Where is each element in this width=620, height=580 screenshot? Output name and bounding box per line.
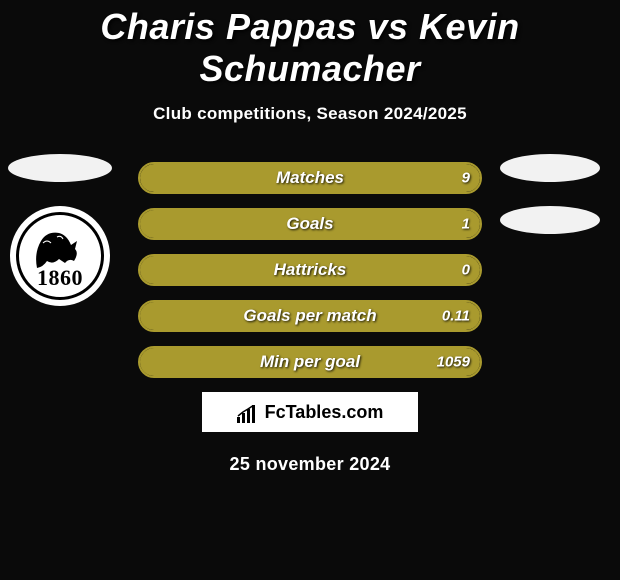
stat-bar-value-right: 1059 xyxy=(437,354,470,371)
stat-bar-fill-left xyxy=(140,164,160,192)
stat-bar-label: Goals xyxy=(286,214,333,234)
club-badge-inner: 1860 xyxy=(16,212,104,300)
bar-chart-icon xyxy=(237,405,259,423)
left-player-column: 1860 xyxy=(8,154,112,306)
stat-bar: Matches 9 xyxy=(138,162,482,194)
stat-bar-label: Matches xyxy=(276,168,344,188)
stat-bar: Hattricks 0 xyxy=(138,254,482,286)
stat-bar-label: Min per goal xyxy=(260,352,360,372)
stat-bar-fill-left xyxy=(140,348,150,376)
date-text: 25 november 2024 xyxy=(0,454,620,475)
stat-bar-label: Hattricks xyxy=(274,260,347,280)
stat-bar-value-right: 1 xyxy=(462,216,470,233)
stat-bar-fill-left xyxy=(140,302,150,330)
stat-bars: Matches 9 Goals 1 Hattricks 0 Goals per match 0… xyxy=(138,162,482,378)
stat-bar: Goals 1 xyxy=(138,208,482,240)
player-avatar-placeholder-right-2 xyxy=(500,206,600,234)
player-avatar-placeholder-left xyxy=(8,154,112,182)
brand-box: FcTables.com xyxy=(202,392,418,432)
stat-bar-value-right: 0.11 xyxy=(442,308,470,325)
stats-block: 1860 Matches 9 Goals 1 Hattricks 0 Goals per m… xyxy=(0,162,620,378)
stat-bar-value-right: 0 xyxy=(462,262,470,279)
stat-bar-value-right: 9 xyxy=(462,170,470,187)
player-avatar-placeholder-right-1 xyxy=(500,154,600,182)
stat-bar-label: Goals per match xyxy=(243,306,376,326)
lion-icon xyxy=(29,223,89,273)
stat-bar: Goals per match 0.11 xyxy=(138,300,482,332)
comparison-card: Charis Pappas vs Kevin Schumacher Club c… xyxy=(0,0,620,475)
stat-bar-fill-left xyxy=(140,256,150,284)
stat-bar-fill-left xyxy=(140,210,150,238)
page-title: Charis Pappas vs Kevin Schumacher xyxy=(0,0,620,90)
brand-text: FcTables.com xyxy=(265,402,384,423)
club-badge-1860: 1860 xyxy=(10,206,110,306)
stat-bar: Min per goal 1059 xyxy=(138,346,482,378)
right-player-column xyxy=(500,154,600,258)
subtitle: Club competitions, Season 2024/2025 xyxy=(0,104,620,124)
